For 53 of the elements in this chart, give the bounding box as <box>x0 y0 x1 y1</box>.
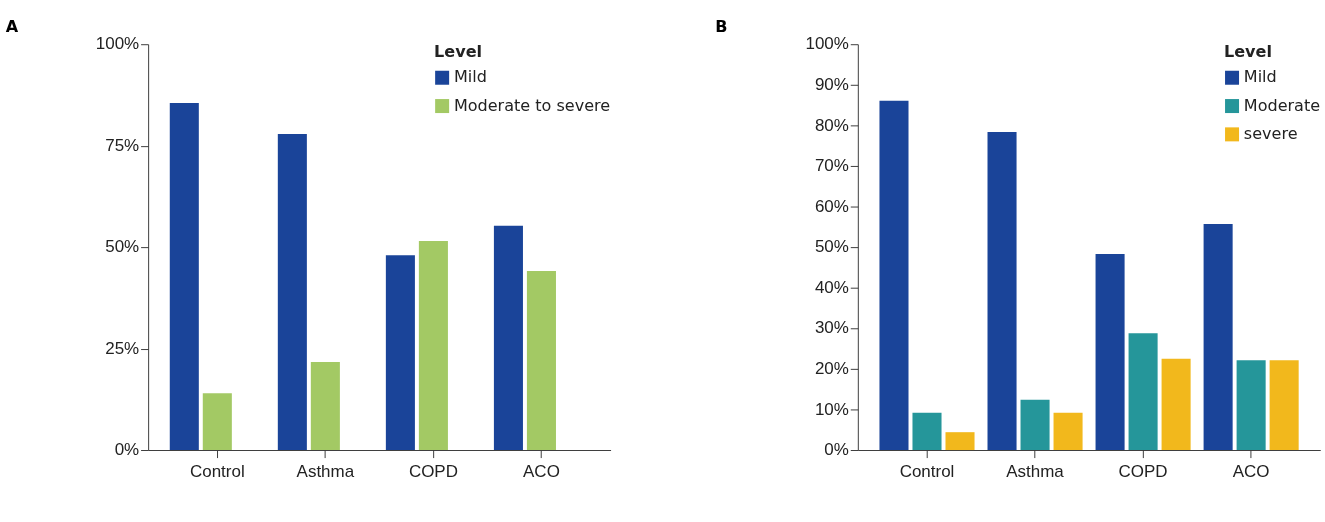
y-tick-label: 60% <box>814 196 849 216</box>
bar <box>912 412 942 451</box>
bar <box>310 361 340 451</box>
x-tick-label: COPD <box>408 461 458 481</box>
y-tick-label: 100% <box>805 34 849 54</box>
y-tick-label: 10% <box>814 399 849 419</box>
y-tick-label: 30% <box>814 318 849 338</box>
y-tick-label: 20% <box>814 359 849 379</box>
y-tick-label: 70% <box>814 156 849 176</box>
legend-label: Mild <box>1243 67 1277 87</box>
bar <box>1203 224 1233 451</box>
legend-label: Mild <box>453 67 487 87</box>
bar <box>1053 412 1083 451</box>
legend-label: Moderate <box>1243 95 1321 115</box>
bar <box>1269 360 1299 451</box>
legend-title: Level <box>1224 41 1272 61</box>
y-tick-label: 25% <box>105 338 140 358</box>
text: B <box>715 16 728 36</box>
y-tick-label: 40% <box>814 277 849 297</box>
bar <box>277 133 307 451</box>
bar <box>493 225 523 451</box>
x-tick-label: Control <box>189 461 245 481</box>
y-tick-label: 50% <box>814 237 849 257</box>
bar <box>169 103 199 451</box>
y-tick-label: 0% <box>824 440 849 460</box>
y-tick-label: 50% <box>105 237 140 257</box>
bar <box>1095 254 1125 451</box>
legend-label: Moderate to severe <box>453 95 611 115</box>
bar <box>987 131 1017 451</box>
x-tick-label: Asthma <box>1006 461 1065 481</box>
x-tick-label: ACO <box>1232 461 1270 481</box>
bar <box>202 393 232 451</box>
legend-title: Level <box>434 41 483 61</box>
x-tick-label: ACO <box>523 461 560 481</box>
y-tick-label: 80% <box>814 115 849 135</box>
x-tick-label: Asthma <box>296 461 355 481</box>
y-tick-label: 100% <box>95 34 140 54</box>
y-tick-label: 0% <box>114 440 140 460</box>
bar <box>1020 399 1050 451</box>
bar <box>1236 360 1266 451</box>
y-tick-label: 75% <box>105 135 140 155</box>
bar <box>418 241 448 451</box>
bar <box>385 255 415 451</box>
bar <box>1161 358 1191 451</box>
x-tick-label: COPD <box>1118 461 1168 481</box>
text: A <box>5 16 19 36</box>
bar <box>879 100 909 451</box>
y-tick-label: 90% <box>814 75 849 95</box>
bar <box>1128 333 1158 451</box>
legend-label: severe <box>1243 124 1298 144</box>
bar <box>945 432 975 451</box>
bar <box>526 271 556 451</box>
x-tick-label: Control <box>899 461 955 481</box>
